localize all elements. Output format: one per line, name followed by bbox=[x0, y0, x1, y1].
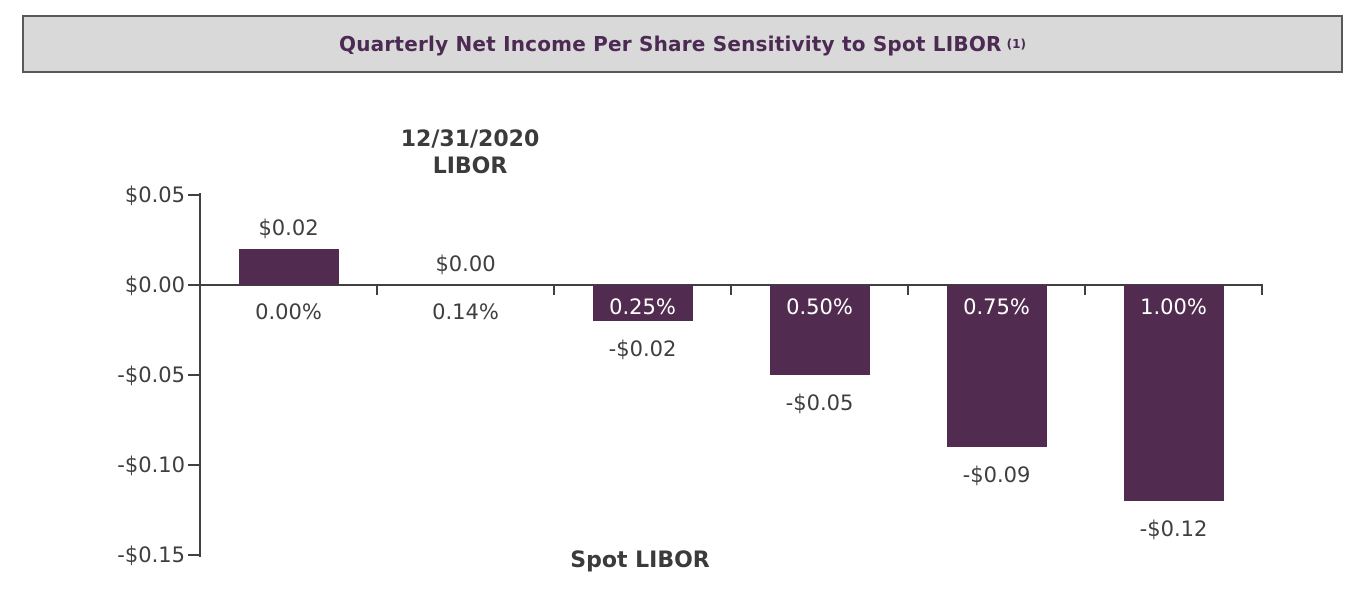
bar bbox=[1123, 285, 1224, 501]
category-label: 1.00% bbox=[1140, 295, 1207, 319]
y-axis-tick-label: -$0.10 bbox=[117, 453, 185, 477]
bar-value-label: $0.00 bbox=[435, 252, 496, 276]
x-axis-tick bbox=[553, 284, 555, 295]
y-axis-tick bbox=[188, 554, 200, 556]
x-axis-tick bbox=[907, 284, 909, 295]
category-label: 0.75% bbox=[963, 295, 1030, 319]
x-axis-tick bbox=[1261, 284, 1263, 295]
x-axis-tick bbox=[730, 284, 732, 295]
libor-annotation-date: 12/31/2020 bbox=[400, 127, 540, 152]
libor-annotation-label: LIBOR bbox=[432, 154, 508, 179]
y-axis-tick-label: $0.00 bbox=[124, 273, 185, 297]
chart-title: Quarterly Net Income Per Share Sensitivi… bbox=[339, 32, 1002, 56]
bar-value-label: -$0.05 bbox=[785, 391, 854, 415]
category-label: 0.25% bbox=[609, 295, 676, 319]
bar bbox=[946, 285, 1047, 447]
y-axis-tick bbox=[188, 194, 200, 196]
x-axis-tick bbox=[1084, 284, 1086, 295]
chart-title-footnote-marker: (1) bbox=[1006, 37, 1026, 51]
bar bbox=[769, 285, 870, 375]
bar-value-label: -$0.02 bbox=[608, 337, 677, 361]
category-label: 0.00% bbox=[255, 300, 322, 324]
y-axis-tick-label: -$0.05 bbox=[117, 363, 185, 387]
y-axis-tick-label: $0.05 bbox=[124, 183, 185, 207]
category-label: 0.50% bbox=[786, 295, 853, 319]
y-axis-tick-label: -$0.15 bbox=[117, 543, 185, 567]
bar-value-label: $0.02 bbox=[258, 216, 319, 240]
bar bbox=[592, 285, 693, 321]
category-label: 0.14% bbox=[432, 300, 499, 324]
y-axis-tick bbox=[188, 374, 200, 376]
y-axis-tick bbox=[188, 464, 200, 466]
bar-value-label: -$0.09 bbox=[962, 463, 1031, 487]
x-axis-title: Spot LIBOR bbox=[570, 548, 710, 573]
y-axis-tick bbox=[188, 284, 200, 286]
chart-title-box: Quarterly Net Income Per Share Sensitivi… bbox=[22, 15, 1343, 73]
libor-annotation: 12/31/2020 LIBOR bbox=[401, 126, 540, 180]
bar bbox=[238, 249, 339, 285]
y-axis-line bbox=[199, 193, 201, 557]
x-axis-tick bbox=[376, 284, 378, 295]
bar-value-label: -$0.12 bbox=[1139, 517, 1208, 541]
